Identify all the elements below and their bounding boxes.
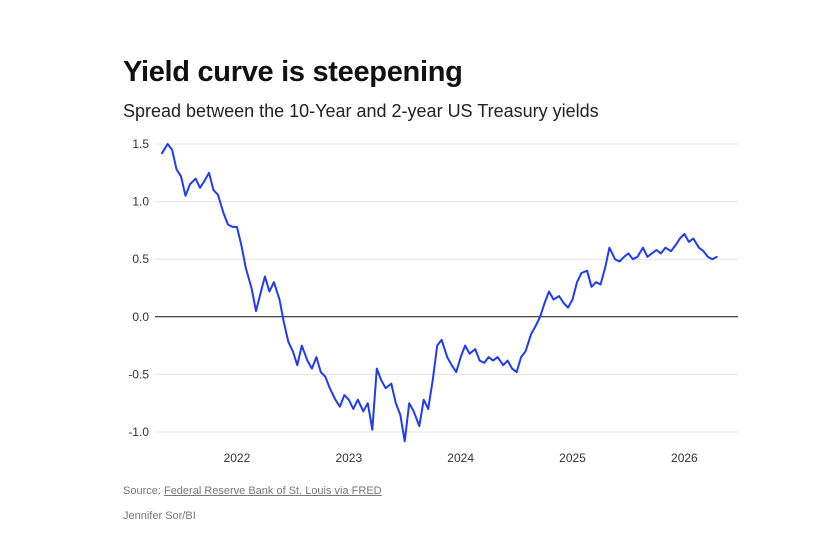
x-tick-label: 2023 <box>335 451 362 465</box>
source-link[interactable]: Federal Reserve Bank of St. Louis via FR… <box>163 485 382 497</box>
line-chart: 1.5 1.0 0.5 0.0 -0.5 -1.0 2022 2023 2024 2025 2026 <box>128 137 738 465</box>
chart-title: Yield curve is steepening <box>123 56 463 88</box>
chart-subtitle: Spread between the 10-Year and 2-year US… <box>123 101 599 121</box>
author-credit: Jennifer Sor/BI <box>123 510 196 522</box>
x-tick-label: 2025 <box>559 451 586 465</box>
y-tick-label: 1.0 <box>132 195 149 209</box>
y-tick-label: -0.5 <box>128 367 149 381</box>
x-tick-label: 2022 <box>224 451 251 465</box>
series-line-spread <box>161 143 718 443</box>
y-tick-label: 0.0 <box>132 310 149 324</box>
source-prefix: Source: <box>123 485 164 497</box>
y-tick-label: 0.5 <box>132 252 149 266</box>
x-tick-label: 2024 <box>447 451 474 465</box>
source-note: Source: Federal Reserve Bank of St. Loui… <box>123 485 382 497</box>
y-tick-label: -1.0 <box>128 425 149 439</box>
x-tick-label: 2026 <box>671 451 698 465</box>
y-tick-label: 1.5 <box>132 137 149 151</box>
